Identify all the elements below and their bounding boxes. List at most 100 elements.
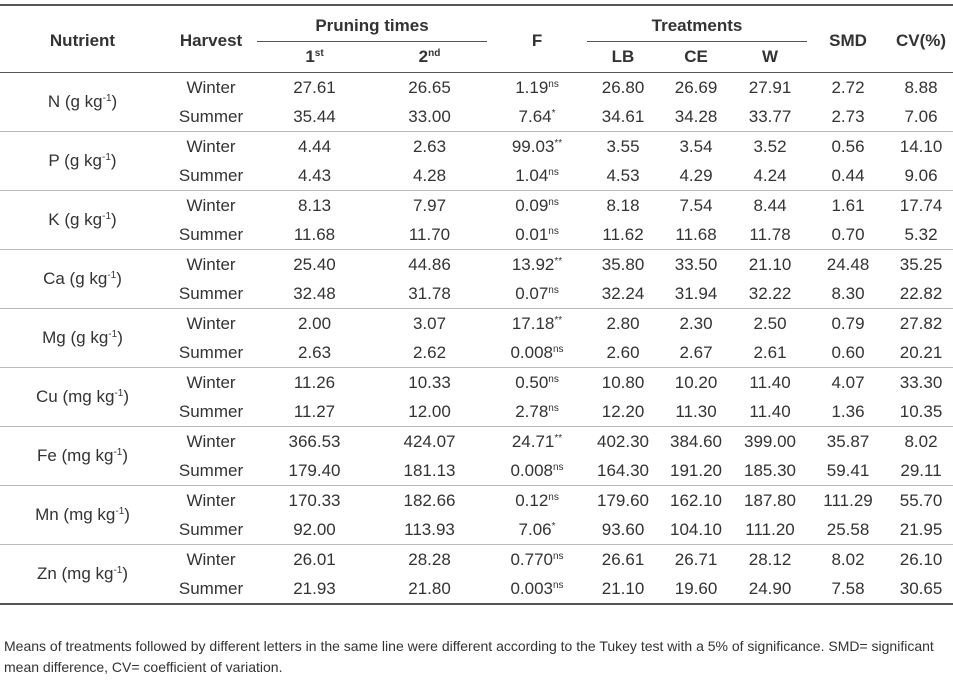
value-cell: 11.62 xyxy=(602,224,644,244)
value-cell: 35.80 xyxy=(601,254,645,274)
f-cell: 13.92** xyxy=(487,250,587,280)
unit-exponent: -1 xyxy=(102,93,112,104)
value-cell: 14.10 xyxy=(899,136,943,156)
value-cell: 7.58 xyxy=(831,578,865,598)
value-cell: 10.20 xyxy=(674,372,718,392)
value-cell: 3.55 xyxy=(606,136,640,156)
value-cell: 4.07 xyxy=(831,372,865,392)
value-cell: 187.80 xyxy=(744,490,797,510)
header-cell: CE xyxy=(684,47,708,66)
unit-exponent: -1 xyxy=(107,270,117,281)
significance: ns xyxy=(553,461,564,473)
nutrient-name: Fe (mg kg xyxy=(36,446,114,465)
nutrient-cell: Fe (mg kg-1) xyxy=(0,427,165,486)
value-cell: 8.88 xyxy=(904,77,938,97)
harvest-cell: Summer xyxy=(178,165,244,185)
value-cell: 34.61 xyxy=(601,106,645,126)
f-cell: 0.770ns xyxy=(487,545,587,575)
value-cell: 191.20 xyxy=(670,460,723,480)
harvest-cell: Winter xyxy=(186,549,236,569)
value-cell: 25.40 xyxy=(293,254,336,274)
value-cell: 0.79 xyxy=(831,313,865,333)
unit-exponent: -1 xyxy=(101,152,111,163)
header-cell: 2nd xyxy=(372,42,487,73)
significance: ** xyxy=(554,314,563,326)
value-cell: 2.00 xyxy=(297,313,332,333)
value-cell: 9.06 xyxy=(904,165,938,185)
table-row: P (g kg-1) Winter 4.44 2.63 99.03** 3.55 3.54 3… xyxy=(0,132,953,171)
f-cell: 0.12ns xyxy=(487,486,587,516)
header-text: 2 xyxy=(418,47,429,66)
table-header: Nutrient Harvest Pruning times F Treatme… xyxy=(0,5,953,73)
harvest-cell: Summer xyxy=(178,283,244,303)
f-value: 0.770 xyxy=(510,549,553,569)
f-cell: 0.07ns xyxy=(487,279,587,309)
value-cell: 26.10 xyxy=(899,549,943,569)
header-cell: W xyxy=(761,47,779,66)
table-row: Summer 179.40 181.13 0.008ns 164.30 191.20 185… xyxy=(0,456,953,486)
harvest-cell: Summer xyxy=(178,460,244,480)
value-cell: 12.20 xyxy=(601,401,645,421)
value-cell: 35.87 xyxy=(826,431,870,451)
value-cell: 26.69 xyxy=(674,77,718,97)
value-cell: 8.13 xyxy=(297,195,332,215)
value-cell: 33.50 xyxy=(674,254,718,274)
value-cell: 31.78 xyxy=(408,283,451,303)
nutrient-cell: Zn (mg kg-1) xyxy=(0,545,165,605)
nutrient-cell: K (g kg-1) xyxy=(0,191,165,250)
value-cell: 21.80 xyxy=(408,578,451,598)
value-cell: 11.68 xyxy=(675,224,717,244)
f-value: 0.003 xyxy=(510,578,553,598)
significance: ** xyxy=(554,432,563,444)
header-sup: nd xyxy=(428,48,441,59)
value-cell: 32.24 xyxy=(601,283,645,303)
table-row: K (g kg-1) Winter 8.13 7.97 0.09ns 8.18 7.54 8.… xyxy=(0,191,953,230)
value-cell: 1.61 xyxy=(831,195,865,215)
value-cell: 8.02 xyxy=(831,549,865,569)
nutrient-cell: Cu (mg kg-1) xyxy=(0,368,165,427)
f-cell: 24.71** xyxy=(487,427,587,457)
value-cell: 21.93 xyxy=(293,578,336,598)
nutrient-cell: N (g kg-1) xyxy=(0,73,165,132)
header-cell: LB xyxy=(611,47,635,66)
value-cell: 10.35 xyxy=(899,401,943,421)
harvest-cell: Winter xyxy=(186,372,236,392)
f-cell: 17.18** xyxy=(487,309,587,339)
unit-exponent: -1 xyxy=(113,565,123,576)
value-cell: 21.10 xyxy=(601,578,645,598)
value-cell: 170.33 xyxy=(288,490,341,510)
significance: ns xyxy=(553,550,564,562)
value-cell: 26.61 xyxy=(601,549,645,569)
value-cell: 1.36 xyxy=(831,401,865,421)
value-cell: 0.44 xyxy=(831,165,865,185)
value-cell: 402.30 xyxy=(597,431,650,451)
value-cell: 164.30 xyxy=(597,460,650,480)
harvest-cell: Winter xyxy=(186,195,236,215)
table-row: Ca (g kg-1) Winter 25.40 44.86 13.92** 35.80 3… xyxy=(0,250,953,289)
value-cell: 0.60 xyxy=(831,342,865,362)
value-cell: 20.21 xyxy=(899,342,943,362)
f-value: 1.04 xyxy=(515,165,549,185)
value-cell: 8.44 xyxy=(753,195,787,215)
value-cell: 24.48 xyxy=(826,254,870,274)
f-cell: 0.01ns xyxy=(487,220,587,250)
value-cell: 33.30 xyxy=(899,372,943,392)
nutrient-group: Ca (g kg-1) Winter 25.40 44.86 13.92** 35.80 3… xyxy=(0,250,953,309)
nutrient-close: ) xyxy=(111,210,117,229)
value-cell: 34.28 xyxy=(674,106,718,126)
value-cell: 4.43 xyxy=(297,165,332,185)
harvest-cell: Summer xyxy=(178,578,244,598)
value-cell: 181.13 xyxy=(403,460,456,480)
value-cell: 11.30 xyxy=(675,401,717,421)
nutrient-close: ) xyxy=(110,151,117,170)
value-cell: 27.91 xyxy=(748,77,792,97)
nutrient-name: Mg (g kg xyxy=(42,328,109,347)
header-cell: Nutrient xyxy=(49,31,116,50)
f-cell: 0.003ns xyxy=(487,574,587,604)
unit-exponent: -1 xyxy=(114,388,124,399)
value-cell: 111.29 xyxy=(823,490,873,510)
nutrient-name: P (g kg xyxy=(48,151,102,170)
value-cell: 162.10 xyxy=(670,490,723,510)
nutrient-cell: P (g kg-1) xyxy=(0,132,165,191)
value-cell: 24.90 xyxy=(748,578,792,598)
